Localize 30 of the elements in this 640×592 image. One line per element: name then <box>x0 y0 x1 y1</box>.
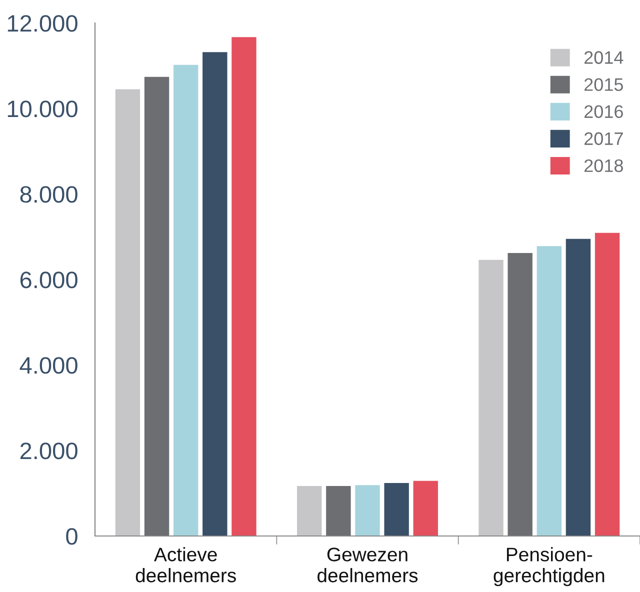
bar <box>115 89 140 536</box>
legend-label: 2016 <box>584 105 623 118</box>
y-tick-label: 12.000 <box>8 15 78 32</box>
y-tick-label: 0 <box>66 528 78 545</box>
bar <box>355 485 380 536</box>
y-tick-label: 2.000 <box>20 442 78 460</box>
x-tick-label: Actieve deelnemers <box>136 547 236 582</box>
y-tick-label: 10.000 <box>8 100 78 118</box>
bar <box>536 246 562 536</box>
legend-label: 2014 <box>584 51 624 64</box>
bar <box>508 252 532 536</box>
bar <box>413 480 438 536</box>
legend-label: 2015 <box>584 78 623 91</box>
bar <box>173 64 198 536</box>
legend-label: 2018 <box>584 159 623 172</box>
bar <box>384 482 409 536</box>
bar <box>594 232 620 536</box>
bar <box>232 37 256 536</box>
bar <box>478 260 504 536</box>
bar <box>144 76 170 536</box>
bar <box>297 486 322 536</box>
bar <box>202 52 228 536</box>
bar <box>566 238 591 536</box>
legend-label: 2017 <box>584 132 623 146</box>
y-tick-label: 4.000 <box>20 357 78 374</box>
y-tick-label: 8.000 <box>20 186 78 203</box>
x-tick-label: Pensioen- gerechtigden <box>494 547 604 586</box>
bar <box>326 486 351 536</box>
x-tick-label: Gewezen deelnemers <box>318 548 418 582</box>
y-tick-label: 6.000 <box>20 272 78 288</box>
